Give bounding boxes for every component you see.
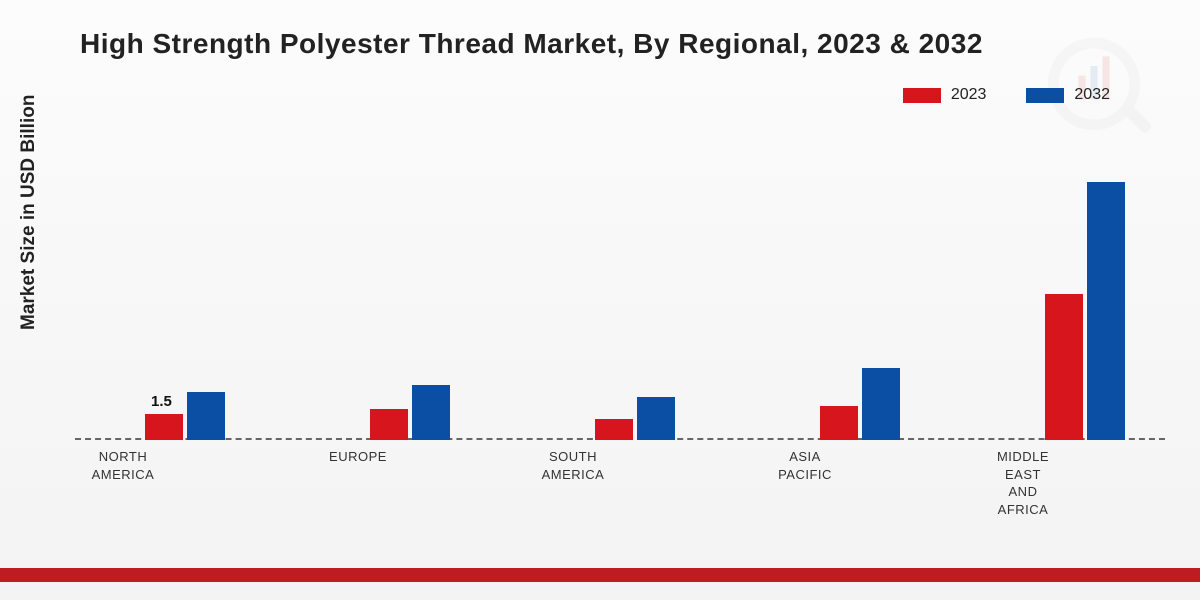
plot-area: 1.5: [75, 130, 1165, 440]
category-label: EUROPE: [293, 448, 423, 466]
bar: [145, 414, 183, 440]
y-axis-label: Market Size in USD Billion: [18, 95, 40, 330]
bar: [412, 385, 450, 440]
bar: [637, 397, 675, 440]
legend-label-2023: 2023: [951, 86, 987, 104]
category-label: ASIAPACIFIC: [740, 448, 870, 483]
bar: [370, 409, 408, 440]
legend-label-2032: 2032: [1074, 86, 1110, 104]
chart-title: High Strength Polyester Thread Market, B…: [80, 28, 983, 60]
legend-item-2023: 2023: [903, 86, 987, 104]
bar: [862, 368, 900, 440]
footer-accent-bar: [0, 568, 1200, 582]
category-label: SOUTHAMERICA: [508, 448, 638, 483]
bar-group: 1.5: [145, 392, 225, 440]
bar: [187, 392, 225, 440]
bar-group: [370, 385, 450, 440]
legend-swatch-2023: [903, 88, 941, 103]
category-label: NORTHAMERICA: [58, 448, 188, 483]
bar: [595, 419, 633, 440]
bar-group: [820, 368, 900, 440]
bar-group: [1045, 182, 1125, 440]
bar-value-label: 1.5: [151, 393, 172, 410]
legend-swatch-2032: [1026, 88, 1064, 103]
legend-item-2032: 2032: [1026, 86, 1110, 104]
bar: [1087, 182, 1125, 440]
bar: [820, 406, 858, 440]
bar-group: [595, 397, 675, 440]
category-label: MIDDLEEASTANDAFRICA: [958, 448, 1088, 518]
legend: 2023 2032: [903, 86, 1110, 104]
bar: [1045, 294, 1083, 440]
